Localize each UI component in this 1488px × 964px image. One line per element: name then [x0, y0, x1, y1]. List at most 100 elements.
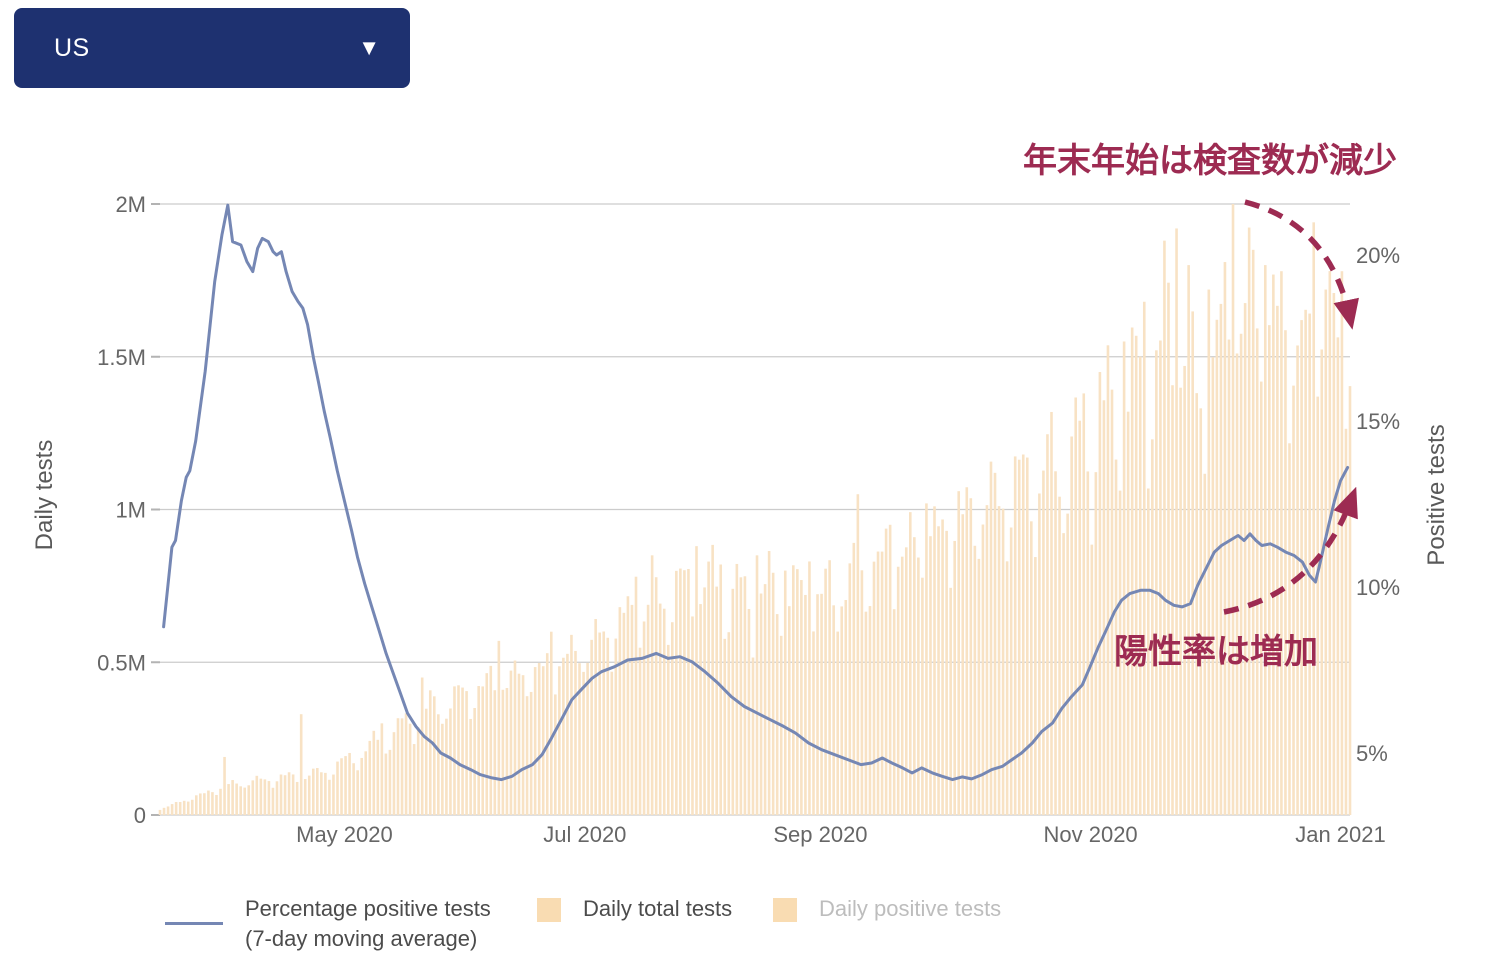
bar-daily-total-tests [320, 772, 323, 815]
bar-daily-total-tests [554, 694, 557, 815]
country-dropdown[interactable]: US ▼ [14, 8, 410, 88]
bar-daily-total-tests [497, 640, 501, 815]
legend-label-percentage-positive: Percentage positive tests (7-day moving … [245, 896, 491, 951]
bar-daily-total-tests [945, 530, 948, 815]
bar-daily-total-tests [1344, 428, 1348, 815]
bar-daily-total-tests [1304, 309, 1307, 815]
bar-daily-total-tests [219, 788, 222, 815]
bar-daily-total-tests [299, 714, 303, 815]
bar-daily-total-tests [473, 708, 476, 815]
bar-daily-total-tests [937, 526, 940, 815]
bar-daily-total-tests [965, 487, 969, 815]
bar-daily-total-tests [1138, 356, 1142, 815]
bar-daily-total-tests [787, 606, 791, 815]
bar-daily-total-tests [174, 802, 178, 815]
bar-daily-total-tests [404, 713, 408, 815]
bar-daily-total-tests [1009, 527, 1013, 815]
dropdown-arrow-icon: ▼ [358, 35, 380, 60]
bar-daily-total-tests [1255, 328, 1259, 815]
bar-daily-total-tests [1340, 271, 1344, 816]
bar-daily-total-tests [683, 570, 686, 815]
bar-daily-total-tests [949, 587, 952, 815]
legend-item-percentage-positive[interactable]: Percentage positive tests (7-day moving … [165, 894, 491, 954]
bar-daily-total-tests [900, 556, 904, 815]
bar-daily-total-tests [1110, 389, 1114, 815]
bar-daily-total-tests [985, 505, 989, 815]
bar-daily-total-tests [348, 752, 351, 815]
bar-daily-total-tests [630, 604, 634, 815]
legend-item-daily-total-tests[interactable]: Daily total tests [537, 894, 732, 924]
bar-daily-total-tests [610, 671, 614, 815]
bar-daily-total-tests [775, 614, 779, 815]
bar-daily-total-tests [925, 503, 928, 815]
bar-daily-total-tests [449, 708, 452, 815]
bar-daily-total-tests [909, 512, 912, 815]
bar-daily-total-tests [642, 621, 646, 815]
bar-daily-total-tests [1284, 330, 1287, 815]
bar-daily-total-tests [368, 740, 372, 815]
bar-daily-total-tests [1054, 471, 1057, 815]
bar-daily-total-tests [336, 761, 339, 815]
bar-daily-total-tests [820, 593, 823, 815]
bar-daily-total-tests [182, 800, 186, 815]
bar-daily-total-tests [1122, 341, 1126, 815]
bar-daily-total-tests [199, 793, 202, 815]
bar-daily-total-tests [1268, 325, 1271, 815]
legend-label-daily-positive-tests: Daily positive tests [819, 896, 1002, 921]
bar-daily-total-tests [658, 603, 662, 815]
bar-daily-total-tests [275, 781, 279, 815]
bar-daily-total-tests [836, 631, 839, 815]
bar-daily-total-tests [695, 546, 698, 815]
bar-daily-total-tests [307, 775, 311, 815]
bar-daily-total-tests [743, 576, 747, 815]
bar-daily-total-tests [707, 561, 710, 815]
bar-daily-total-tests [1223, 262, 1227, 816]
bar-daily-total-tests [578, 663, 581, 815]
bar-daily-total-tests [1074, 397, 1077, 815]
bar-daily-total-tests [416, 727, 420, 815]
bar-daily-total-tests [634, 576, 638, 815]
bar-daily-total-tests [570, 634, 573, 815]
bar-daily-total-tests [892, 609, 896, 815]
bar-daily-total-tests [1332, 293, 1336, 815]
bar-daily-total-tests [646, 604, 650, 815]
bar-daily-total-tests [1038, 493, 1041, 815]
bar-daily-total-tests [424, 708, 428, 815]
legend-item-daily-positive-tests[interactable]: Daily positive tests [773, 894, 1001, 924]
bar-daily-total-tests [1336, 337, 1340, 815]
bar-daily-total-tests [332, 774, 335, 815]
bar-daily-total-tests [590, 639, 593, 815]
bar-daily-total-tests [1215, 319, 1219, 815]
bar-daily-total-tests [263, 779, 267, 815]
bar-daily-total-tests [856, 494, 860, 815]
bar-daily-total-tests [566, 653, 569, 815]
bar-daily-total-tests [489, 665, 493, 815]
country-dropdown-value: US [54, 33, 90, 62]
bar-daily-total-tests [1062, 533, 1065, 815]
bar-daily-total-tests [211, 792, 214, 815]
bar-daily-total-tests [1098, 372, 1102, 815]
bar-daily-total-tests [513, 660, 517, 815]
bar-daily-total-tests [477, 686, 480, 815]
bar-daily-total-tests [437, 714, 440, 815]
bar-daily-total-tests [840, 606, 844, 815]
bar-daily-total-tests [1175, 228, 1178, 815]
bar-daily-total-tests [251, 780, 255, 815]
bar-daily-total-tests [1102, 400, 1106, 815]
bar-daily-total-tests [453, 686, 456, 815]
bar-daily-total-tests [679, 568, 682, 815]
bar-daily-total-tests [1235, 353, 1239, 815]
bar-swatch-total [537, 898, 561, 922]
bar-daily-total-tests [388, 749, 392, 815]
bar-daily-total-tests [884, 528, 888, 815]
bar-daily-total-tests [203, 793, 206, 815]
bar-daily-total-tests [1013, 456, 1017, 815]
y-axis-right-tick-label: 20% [1356, 243, 1400, 268]
bar-daily-total-tests [666, 644, 670, 815]
bar-daily-total-tests [941, 519, 944, 815]
bar-daily-total-tests [888, 524, 892, 815]
legend-label-daily-total-tests: Daily total tests [583, 896, 733, 921]
bar-daily-total-tests [1263, 265, 1267, 816]
bar-daily-total-tests [1316, 396, 1320, 815]
bar-daily-total-tests [816, 594, 819, 815]
